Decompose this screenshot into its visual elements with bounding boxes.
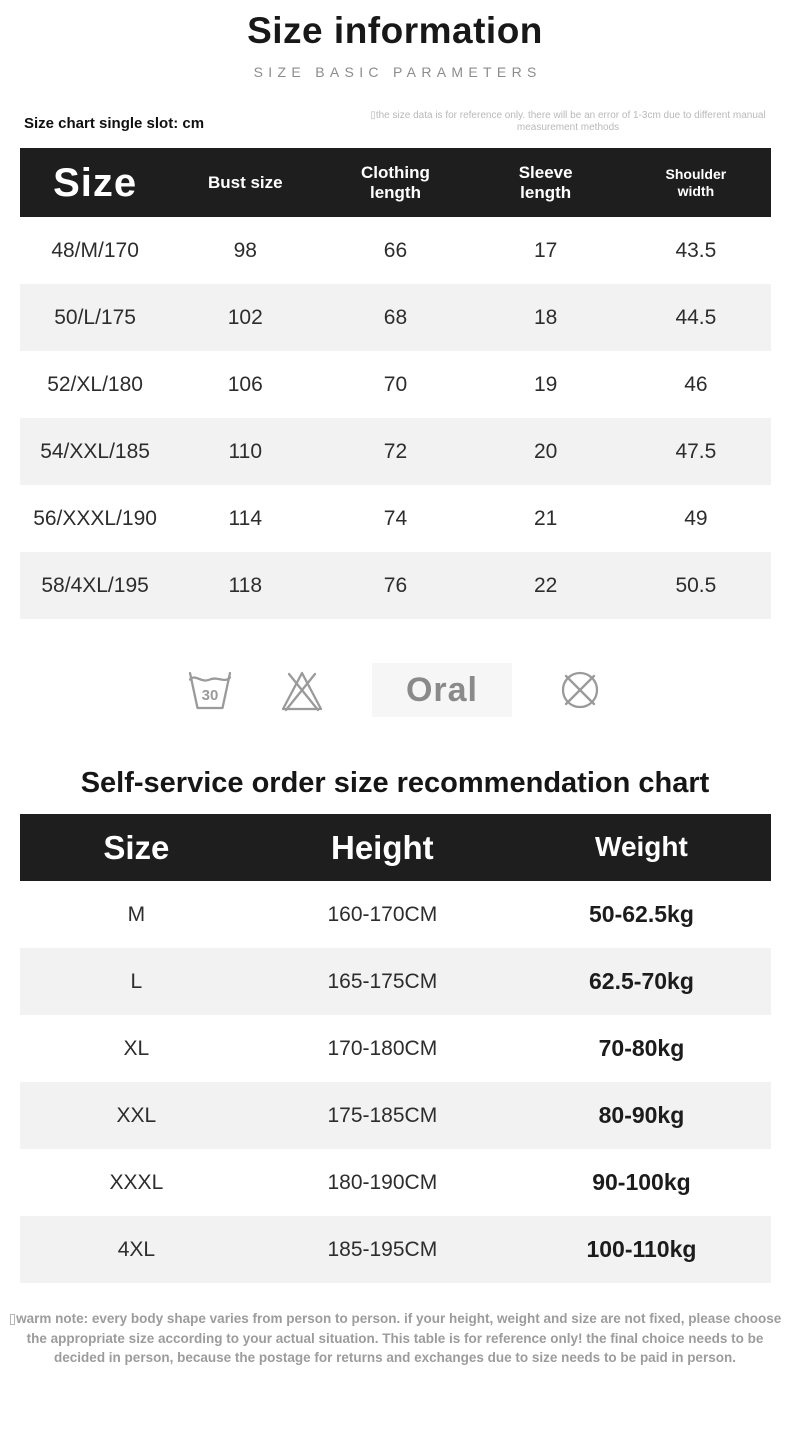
table-cell: 118 [228,573,263,597]
table-row: XXXL 180-190CM 90-100kg [20,1149,771,1216]
table-cell: 74 [383,506,408,530]
table-cell: 160-170CM [327,902,438,926]
table-cell: 90-100kg [592,1169,691,1195]
do-not-dryclean-icon [561,671,599,709]
measurement-disclaimer: ▯the size data is for reference only. th… [370,110,766,133]
table-row: 48/M/170 98 66 17 43.5 [20,217,771,284]
table-cell: 20 [533,439,558,463]
table-row: M 160-170CM 50-62.5kg [20,881,771,948]
table-cell: 58/4XL/195 [41,573,149,597]
table-cell: 18 [533,305,558,329]
table-cell: XL [123,1036,150,1060]
table-cell: M [127,902,146,926]
column-header: Clothing length [320,148,471,217]
recommendation-table: Size Height Weight M 160-170CM 50-62.5kg L 165… [20,814,771,1283]
warm-note: ▯warm note: every body shape varies from… [8,1311,782,1365]
table-row: 52/XL/180 106 70 19 46 [20,351,771,418]
table-cell: 21 [533,506,558,530]
table-row: XL 170-180CM 70-80kg [20,1015,771,1082]
column-header: Height [252,814,512,881]
table-cell: 44.5 [675,305,717,329]
column-header: Size [20,814,253,881]
recommendation-table-body: M 160-170CM 50-62.5kg L 165-175CM 62.5-70kg XL… [20,881,771,1283]
table-row: 50/L/175 102 68 18 44.5 [20,284,771,351]
table-cell: 19 [533,372,558,396]
table-cell: 114 [228,506,263,530]
table-cell: 46 [684,372,708,396]
table-cell: XXXL [109,1170,164,1194]
table-cell: 76 [383,573,408,597]
table-cell: 66 [383,238,408,262]
table-cell: 102 [227,305,263,329]
table-cell: 80-90kg [598,1102,685,1128]
recommendation-table-header: Size Height Weight [20,814,771,881]
table-cell: 62.5-70kg [589,968,694,994]
table-row: 54/XXL/185 110 72 20 47.5 [20,418,771,485]
table-row: 4XL 185-195CM 100-110kg [20,1216,771,1283]
table-cell: 52/XL/180 [47,372,143,396]
unit-note: Size chart single slot: cm [24,115,205,132]
size-table-header: Size Bust size Clothing length Sleeve lengt… [20,148,771,217]
table-cell: 106 [227,372,263,396]
do-not-bleach-icon [281,671,323,712]
table-cell: 56/XXXL/190 [33,506,157,530]
table-cell: 50.5 [675,573,717,597]
table-cell: L [130,969,143,993]
table-cell: 165-175CM [327,969,438,993]
table-cell: 180-190CM [327,1170,438,1194]
table-cell: 48/M/170 [51,238,139,262]
page-title: Size information [247,10,543,51]
column-header: Sleeve length [470,148,621,217]
size-information-page: Size information SIZE BASIC PARAMETERS S… [0,10,790,1368]
care-label: Oral [372,663,512,717]
table-cell: XXL [116,1103,157,1127]
table-cell: 50-62.5kg [589,901,694,927]
table-cell: 70 [383,372,408,396]
care-instructions-row: 30 Oral [0,659,790,721]
table-cell: 4XL [117,1237,156,1261]
size-table-body: 48/M/170 98 66 17 43.5 50/L/175 102 68 18 44.5 52/… [20,217,771,619]
column-header: Weight [511,814,771,881]
table-cell: 170-180CM [327,1036,438,1060]
table-row: 58/4XL/195 118 76 22 50.5 [20,552,771,619]
column-header: Shoulder width [620,148,771,217]
table-cell: 54/XXL/185 [40,439,150,463]
table-cell: 68 [383,305,408,329]
table-cell: 100-110kg [586,1236,697,1262]
header-row: Size Bust size Clothing length Sleeve lengt… [20,148,771,217]
wash-30c-icon: 30 [188,671,232,710]
table-cell: 185-195CM [327,1237,438,1261]
table-cell: 70-80kg [598,1035,685,1061]
recommendation-heading: Self-service order size recommendation c… [80,767,710,799]
meta-row: Size chart single slot: cm ▯the size dat… [24,110,768,134]
table-row: L 165-175CM 62.5-70kg [20,948,771,1015]
table-cell: 72 [383,439,408,463]
table-cell: 43.5 [675,238,717,262]
table-cell: 47.5 [675,439,717,463]
wash-temperature-label: 30 [202,687,219,704]
table-row: 56/XXXL/190 114 74 21 49 [20,485,771,552]
header-row: Size Height Weight [20,814,771,881]
table-cell: 110 [228,439,263,463]
column-header: Bust size [170,148,321,217]
page-subtitle: SIZE BASIC PARAMETERS [253,64,542,80]
table-cell: 22 [533,573,558,597]
column-header: Size [20,148,171,217]
table-row: XXL 175-185CM 80-90kg [20,1082,771,1149]
table-cell: 49 [684,506,708,530]
table-cell: 50/L/175 [54,305,136,329]
table-cell: 98 [233,238,257,262]
size-parameters-table: Size Bust size Clothing length Sleeve lengt… [20,148,771,619]
table-cell: 17 [533,238,558,262]
table-cell: 175-185CM [327,1103,438,1127]
